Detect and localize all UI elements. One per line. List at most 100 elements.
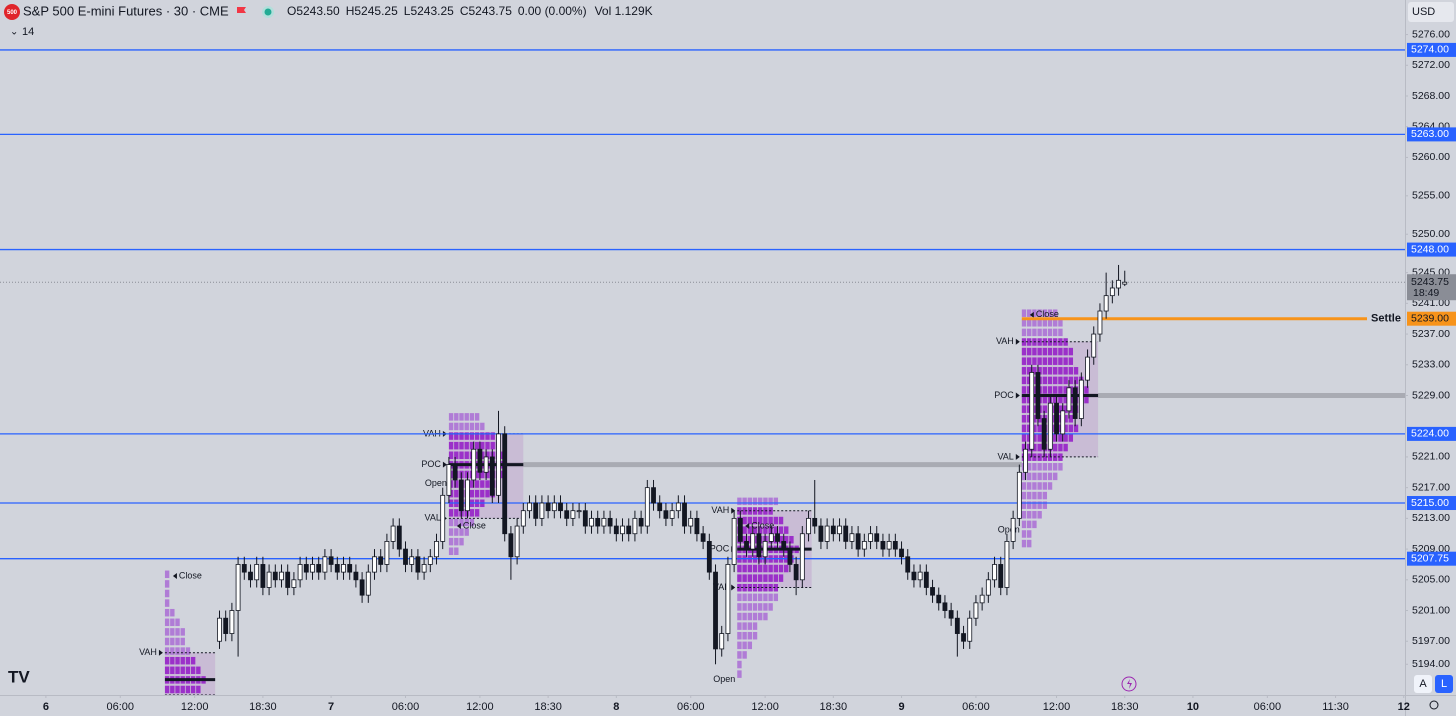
profile-cell [752,526,758,534]
profile-cell [459,441,464,450]
auto-button-text[interactable]: A [1419,678,1427,690]
profile-cell [747,603,753,611]
profile-cell [1027,347,1032,356]
log-button-text[interactable]: L [1441,678,1447,690]
profile-cell [454,441,459,450]
profile-cell [1047,328,1053,337]
candle-body [1103,295,1109,312]
profile-cell [1032,309,1037,317]
currency[interactable]: USD [1412,6,1435,18]
profile-cell [1027,482,1032,490]
level-tag-label: 5215.00 [1411,497,1449,509]
profile-cell [459,451,464,460]
candle-body [514,525,520,558]
candle-body [806,517,811,535]
x-tick-label: 12 [1398,701,1410,713]
profile-cell [1021,424,1027,433]
profile-cell [1073,367,1079,375]
profile-cell [1047,319,1053,327]
profile-cell [1063,376,1068,385]
candle-body [1091,333,1097,358]
candle-body [830,525,836,535]
candle-body [217,617,222,642]
profile-cell [752,574,758,582]
candle-body [880,541,886,550]
profile-cell [778,564,784,573]
profile-cell [763,612,768,621]
profile-cell [180,647,185,655]
profile-cell [180,656,185,665]
candle-body [229,610,235,634]
candle-body [793,564,799,581]
auto-button[interactable] [1414,675,1432,693]
candle-body [917,571,923,581]
level-tag [1407,242,1456,257]
profile-cell [763,603,768,611]
profile-cell [1037,328,1042,337]
candle-body [992,564,997,581]
profile-cell [474,413,480,421]
candle-body [744,541,749,550]
profile-cell [164,637,170,646]
profile-cell [1058,347,1063,356]
currency-box[interactable] [1408,2,1454,22]
profile-cell [1053,463,1058,471]
profile-cell [180,628,185,636]
close-arrow [456,523,461,530]
label-arrow [731,584,736,591]
profile-cell [469,422,475,431]
brand-logo: TV [8,667,30,686]
profile-cell [1053,309,1058,317]
candle-body [409,556,415,565]
log-button[interactable] [1435,675,1453,693]
profile-cell [448,537,454,546]
candle-body [260,564,266,588]
profile-cell [1042,405,1048,413]
candle-body [1066,387,1072,412]
candle-body [545,502,551,512]
collapse-arrow[interactable]: ⌄ [10,27,18,38]
profile-cell [1042,347,1048,356]
profile-cell [1042,309,1048,317]
profile-cell [1042,395,1048,404]
candle-body [539,502,545,519]
profile-cell [164,628,170,636]
candle-body [930,587,935,596]
x-tick-label: 12:00 [466,701,494,713]
candle-body [520,510,526,527]
x-tick-label: 18:30 [534,701,562,713]
flag-icon[interactable] [237,7,246,13]
profile-cell [747,631,753,640]
y-tick-label: 5255.00 [1412,190,1450,202]
profile-cell [454,518,459,527]
x-tick-label: 12:00 [1043,701,1071,713]
profile-cell [1037,443,1042,452]
close-label: Close [751,520,774,530]
profile-cell [1032,482,1037,490]
indicator-count[interactable]: 14 [22,26,34,38]
profile-cell [164,656,170,665]
candle-body [961,633,966,642]
profile-cell [1037,434,1042,442]
profile-cell [1032,319,1037,327]
profile-cell [742,516,747,525]
profile-label: VAH [139,647,157,657]
profile-cell [752,612,758,621]
candle-body [843,525,849,542]
settings-icon[interactable] [1429,700,1439,710]
price-axis: 5276.005272.005268.005264.005260.005255.… [1405,28,1456,670]
profile-cell [758,564,763,573]
profile-cell [469,441,475,450]
profile-cell [784,535,789,544]
candle-body [787,548,793,565]
candle-body [1078,379,1084,419]
candle-body [1047,402,1053,450]
profile-cell [1047,367,1053,375]
replay-icon[interactable] [1121,676,1137,692]
close-arrow [745,523,750,530]
profile-cell [1063,434,1068,442]
candle-body [359,579,365,596]
candle-body [341,564,346,573]
profile-cell [170,656,175,665]
profile-cell [1021,443,1027,452]
